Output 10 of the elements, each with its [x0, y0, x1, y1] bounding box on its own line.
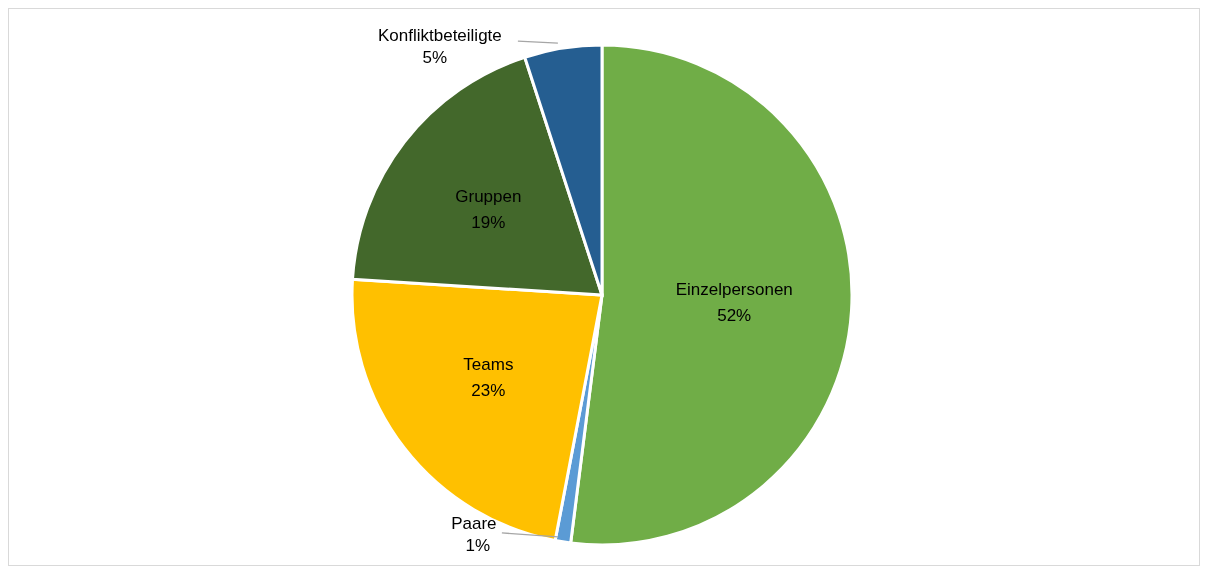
data-label: 5%	[422, 48, 448, 68]
data-label: 1%	[465, 535, 491, 555]
data-label: 19%	[471, 212, 506, 232]
slice-label: Teams	[463, 355, 514, 375]
slice-label: Gruppen	[455, 186, 522, 206]
data-label: 23%	[471, 381, 506, 401]
slice-label: Konfliktbeteiligte	[377, 26, 502, 46]
data-label: 52%	[717, 305, 752, 325]
slice-label: Paare	[451, 513, 497, 533]
slice-label: Einzelpersonen	[675, 279, 793, 299]
